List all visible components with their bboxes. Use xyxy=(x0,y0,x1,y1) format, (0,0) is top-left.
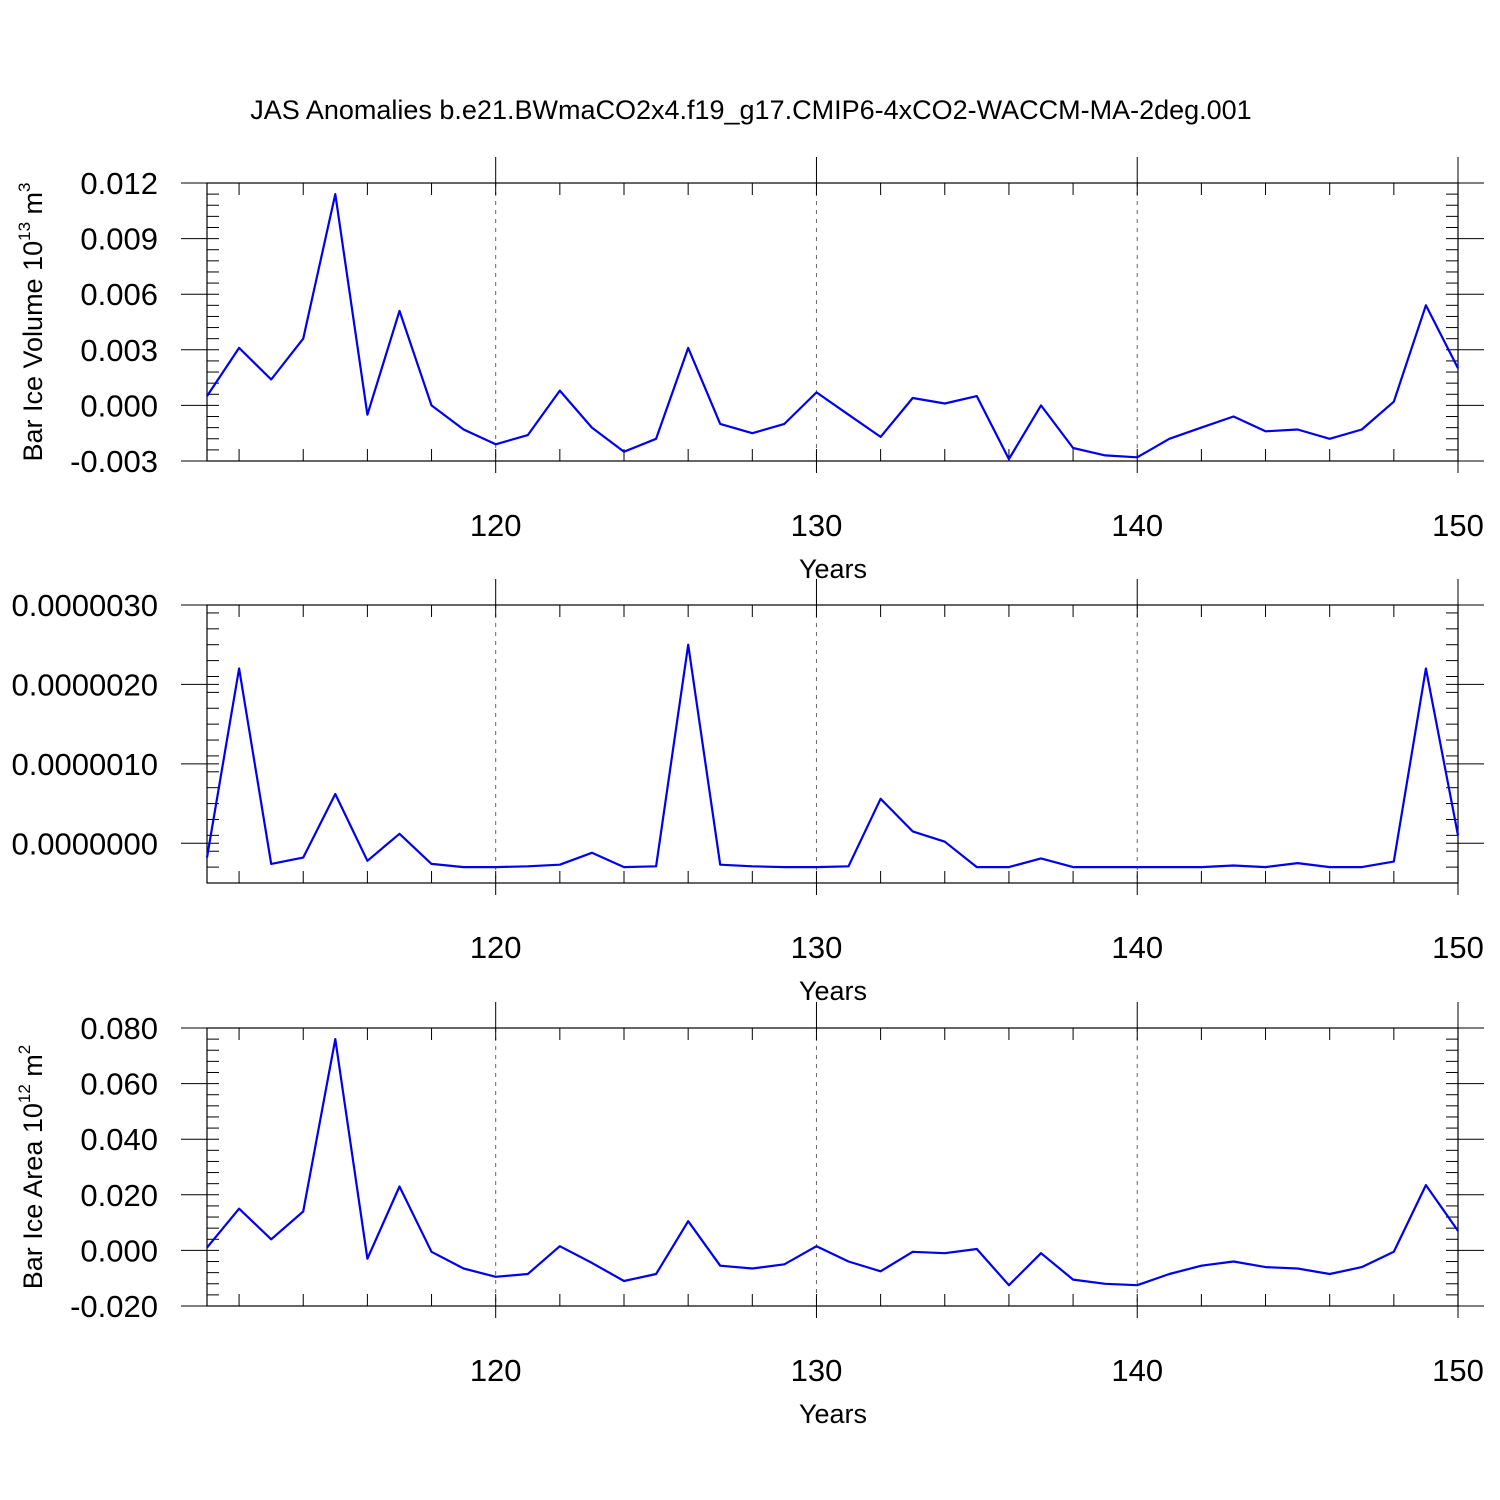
x-tick-label: 120 xyxy=(470,508,522,543)
figure-title: JAS Anomalies b.e21.BWmaCO2x4.f19_g17.CM… xyxy=(250,95,1251,125)
series-line xyxy=(205,643,1460,869)
y-tick-label: -0.003 xyxy=(70,444,158,479)
x-tick-label: 120 xyxy=(470,930,522,965)
x-tick-label: 150 xyxy=(1432,1353,1484,1388)
y-axis-label: Bar Ice Volume 1013 m3 xyxy=(15,182,48,461)
x-tick-label: 120 xyxy=(470,1353,522,1388)
x-axis-label: Years xyxy=(799,554,867,584)
y-tick-label: 0.0000030 xyxy=(11,588,158,623)
y-tick-label: 0.006 xyxy=(80,277,158,312)
series-line xyxy=(206,193,1459,461)
y-tick-label: 0.040 xyxy=(80,1122,158,1157)
y-tick-label: -0.020 xyxy=(70,1289,158,1324)
x-tick-label: 130 xyxy=(791,930,843,965)
y-tick-label: 0.009 xyxy=(80,222,158,257)
y-tick-label: 0.0000000 xyxy=(11,826,158,861)
y-tick-label: 0.020 xyxy=(80,1178,158,1213)
x-tick-label: 150 xyxy=(1432,508,1484,543)
panel-middle: 120 130 140 150 0.0000000 0.0000010 0.0000020 0… xyxy=(11,579,1484,1006)
y-tick-label: 0.000 xyxy=(80,1233,158,1268)
x-tick-label: 130 xyxy=(791,1353,843,1388)
y-tick-label: 0.000 xyxy=(80,388,158,423)
x-tick-label: 140 xyxy=(1111,508,1163,543)
panel-ice-area: 120 130 140 150 -0.020 0.000 0.020 0.040 0.060 0.… xyxy=(15,1002,1484,1429)
y-tick-label: 0.080 xyxy=(80,1011,158,1046)
y-axis-label: Bar Ice Area 1012 m2 xyxy=(15,1045,48,1290)
plot-frame xyxy=(206,182,1459,462)
x-tick-label: 150 xyxy=(1432,930,1484,965)
x-tick-label: 140 xyxy=(1111,1353,1163,1388)
y-tick-label: 0.060 xyxy=(80,1067,158,1102)
plot-frame xyxy=(206,604,1459,884)
x-axis-label: Years xyxy=(799,976,867,1006)
y-tick-label: 0.0000020 xyxy=(11,667,158,702)
x-tick-label: 130 xyxy=(791,508,843,543)
series-line xyxy=(206,1037,1459,1287)
y-tick-label: 0.0000010 xyxy=(11,747,158,782)
plot-frame xyxy=(206,1027,1459,1307)
x-tick-label: 140 xyxy=(1111,930,1163,965)
y-tick-label: 0.003 xyxy=(80,333,158,368)
x-axis-label: Years xyxy=(799,1399,867,1429)
panel-ice-volume: 120 130 140 150 -0.003 0.000 0.003 0.006 0.009 0.… xyxy=(15,157,1484,584)
y-tick-label: 0.012 xyxy=(80,166,158,201)
